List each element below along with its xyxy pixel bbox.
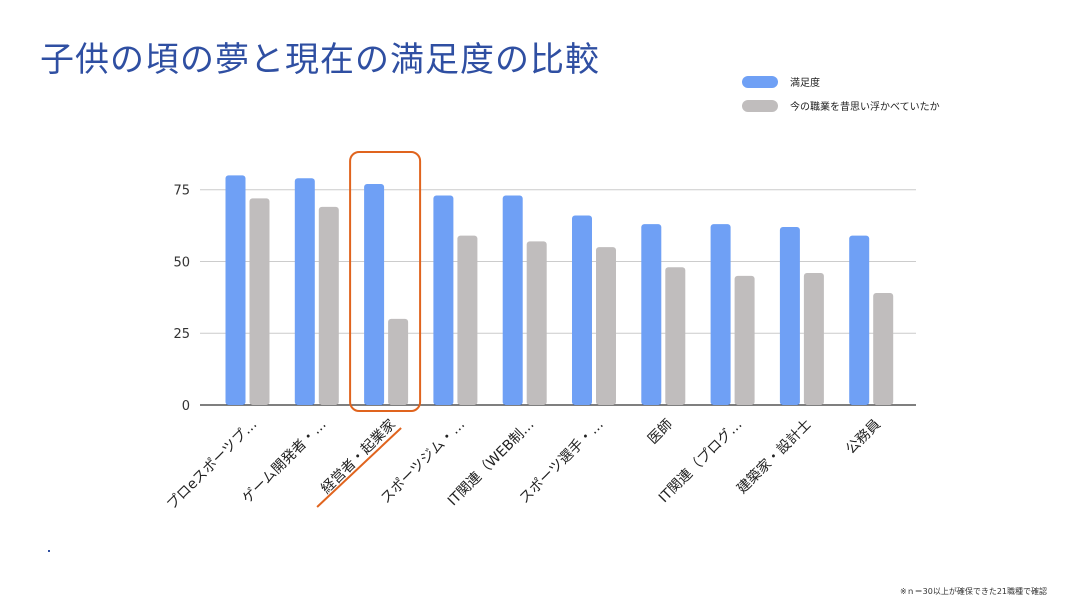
bar-envisioned bbox=[734, 275, 755, 405]
bar-envisioned bbox=[388, 318, 409, 405]
y-tick-labels: 0 25 50 75 bbox=[173, 184, 190, 414]
bar-satisfaction bbox=[849, 235, 870, 405]
x-tick-label: 医師 bbox=[645, 417, 676, 448]
bar-envisioned bbox=[665, 267, 686, 405]
x-tick-labels: プロeスポーツプ…ゲーム開発者・…経営者・起業家スポーツジム・…IT関連（WEB… bbox=[164, 416, 884, 513]
x-tick-label: 公務員 bbox=[843, 417, 884, 458]
bar-satisfaction bbox=[502, 195, 523, 405]
footnote: ※ｎ＝30以上が確保できた21職種で確認 bbox=[899, 587, 1047, 596]
y-tick-label: 50 bbox=[173, 255, 190, 270]
bar-satisfaction bbox=[710, 224, 731, 405]
highlight bbox=[316, 151, 422, 508]
bar-envisioned bbox=[803, 272, 824, 405]
highlight-box bbox=[349, 151, 422, 412]
bar-envisioned bbox=[596, 247, 616, 405]
bar-envisioned bbox=[457, 235, 478, 405]
bar-envisioned bbox=[318, 206, 339, 405]
y-tick-label: 75 bbox=[173, 184, 190, 199]
bar-envisioned bbox=[249, 198, 270, 405]
bar-envisioned bbox=[526, 241, 547, 405]
bar-satisfaction bbox=[572, 215, 592, 405]
chart-title: 子供の頃の夢と現在の満足度の比較 bbox=[40, 40, 600, 80]
bar-satisfaction bbox=[225, 175, 246, 405]
bar-satisfaction bbox=[364, 183, 385, 405]
y-tick-label: 0 bbox=[182, 399, 190, 414]
legend-swatch bbox=[742, 100, 778, 112]
bar-envisioned bbox=[873, 293, 894, 405]
highlight-underline bbox=[316, 427, 402, 508]
bar-satisfaction bbox=[641, 224, 662, 405]
bar-satisfaction bbox=[779, 227, 800, 405]
y-tick-label: 25 bbox=[173, 327, 190, 342]
legend-swatch bbox=[742, 76, 778, 88]
legend-label: 満足度 bbox=[790, 76, 820, 89]
slide-dot bbox=[48, 550, 50, 552]
x-tick-label: 建築家・設計士 bbox=[733, 416, 814, 497]
legend-label: 今の職業を昔思い浮かべていたか bbox=[790, 100, 940, 113]
bars bbox=[225, 175, 894, 405]
bar-satisfaction bbox=[433, 195, 454, 405]
x-tick-label: 経営者・起業家 bbox=[318, 416, 399, 497]
bar-satisfaction bbox=[294, 178, 315, 405]
